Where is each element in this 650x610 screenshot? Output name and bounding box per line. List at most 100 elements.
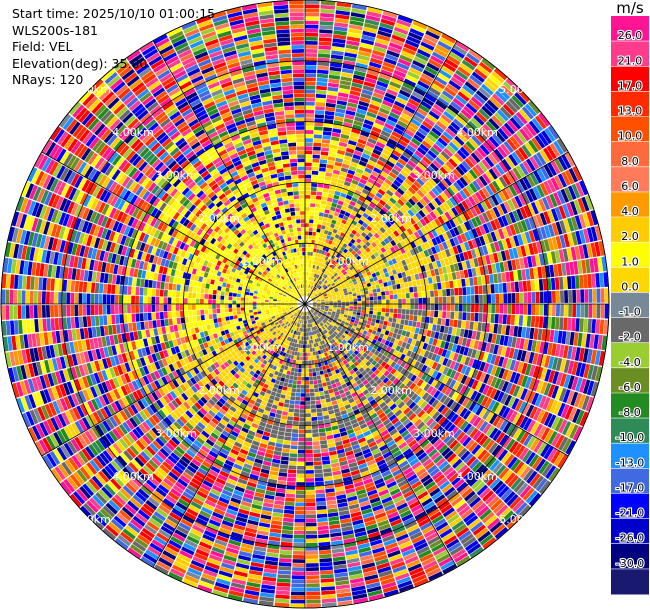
velocity-gate [354,273,359,278]
velocity-gate [374,350,380,356]
velocity-gate [336,283,341,288]
velocity-gate [317,183,324,188]
velocity-gate [310,280,313,285]
velocity-gate [305,429,312,434]
velocity-gate [321,278,325,282]
velocity-gate [315,289,319,293]
velocity-gate [376,275,382,280]
velocity-gate [355,327,361,332]
velocity-gate [565,422,575,437]
velocity-gate [391,258,397,265]
velocity-gate [279,464,289,469]
velocity-gate [305,150,313,155]
velocity-gate [364,327,369,332]
velocity-gate [437,383,446,392]
velocity-gate [454,311,459,320]
velocity-gate [382,277,387,283]
velocity-gate [491,263,497,274]
velocity-gate [321,139,331,144]
velocity-gate [321,594,336,599]
velocity-gate [384,145,394,153]
velocity-gate [547,431,558,445]
velocity-gate [483,294,487,304]
velocity-gate [563,219,571,233]
velocity-gate [312,277,315,282]
velocity-gate [430,387,438,397]
velocity-gate [379,226,386,234]
velocity-gate [350,238,356,244]
velocity-gate [349,266,354,271]
velocity-gate [415,84,428,93]
velocity-gate [390,77,403,86]
velocity-gate [434,381,442,390]
velocity-gate [334,116,344,122]
velocity-gate [305,126,314,130]
velocity-gate [277,578,291,583]
velocity-gate [471,193,480,204]
velocity-gate [540,368,548,381]
velocity-gate [337,285,342,289]
velocity-gate [472,416,482,427]
velocity-gate [411,339,417,346]
velocity-gate [373,88,386,96]
velocity-gate [462,304,467,312]
velocity-gate [539,240,547,253]
velocity-gate [339,289,344,293]
velocity-gate [461,200,470,211]
velocity-gate [475,178,485,189]
velocity-gate [470,117,482,129]
velocity-gate [494,112,506,125]
velocity-gate [413,87,426,97]
velocity-gate [305,494,316,499]
velocity-gate [289,400,295,405]
velocity-gate [559,317,564,330]
velocity-gate [495,178,505,190]
velocity-gate [543,180,553,195]
velocity-gate [579,411,589,427]
velocity-gate [395,220,402,228]
velocity-gate [577,198,586,213]
velocity-gate [398,116,410,125]
velocity-gate [401,341,407,348]
velocity-gate [345,221,352,227]
velocity-gate [294,514,305,519]
velocity-gate [403,78,417,87]
velocity-gate [513,235,520,247]
velocity-gate [473,340,480,350]
velocity-gate [563,374,571,388]
velocity-gate [397,308,402,314]
velocity-gate [464,376,472,386]
velocity-gate [305,186,311,191]
velocity-gate [430,146,440,156]
velocity-gate [348,280,353,284]
velocity-gate [321,305,325,307]
velocity-gate [313,260,317,265]
velocity-gate [317,305,321,307]
velocity-gate [531,304,536,316]
velocity-gate [358,160,367,167]
velocity-gate [402,47,416,56]
velocity-gate [424,168,434,178]
velocity-gate [305,247,308,252]
velocity-gate [486,77,500,90]
velocity-gate [330,275,335,280]
velocity-gate [345,110,356,116]
velocity-gate [368,337,374,342]
velocity-gate [466,388,475,399]
velocity-gate [282,386,288,391]
velocity-gate [333,286,338,290]
velocity-gate [373,311,378,315]
velocity-gate [451,327,457,336]
velocity-gate [373,257,379,264]
velocity-gate [307,292,310,297]
velocity-gate [519,416,529,429]
velocity-gate [281,456,289,461]
velocity-gate [417,229,424,237]
velocity-gate [477,341,483,351]
velocity-gate [309,388,315,393]
velocity-gate [482,234,490,245]
velocity-gate [320,582,335,587]
velocity-gate [319,276,323,281]
velocity-gate [478,189,487,200]
velocity-gate [395,97,407,105]
